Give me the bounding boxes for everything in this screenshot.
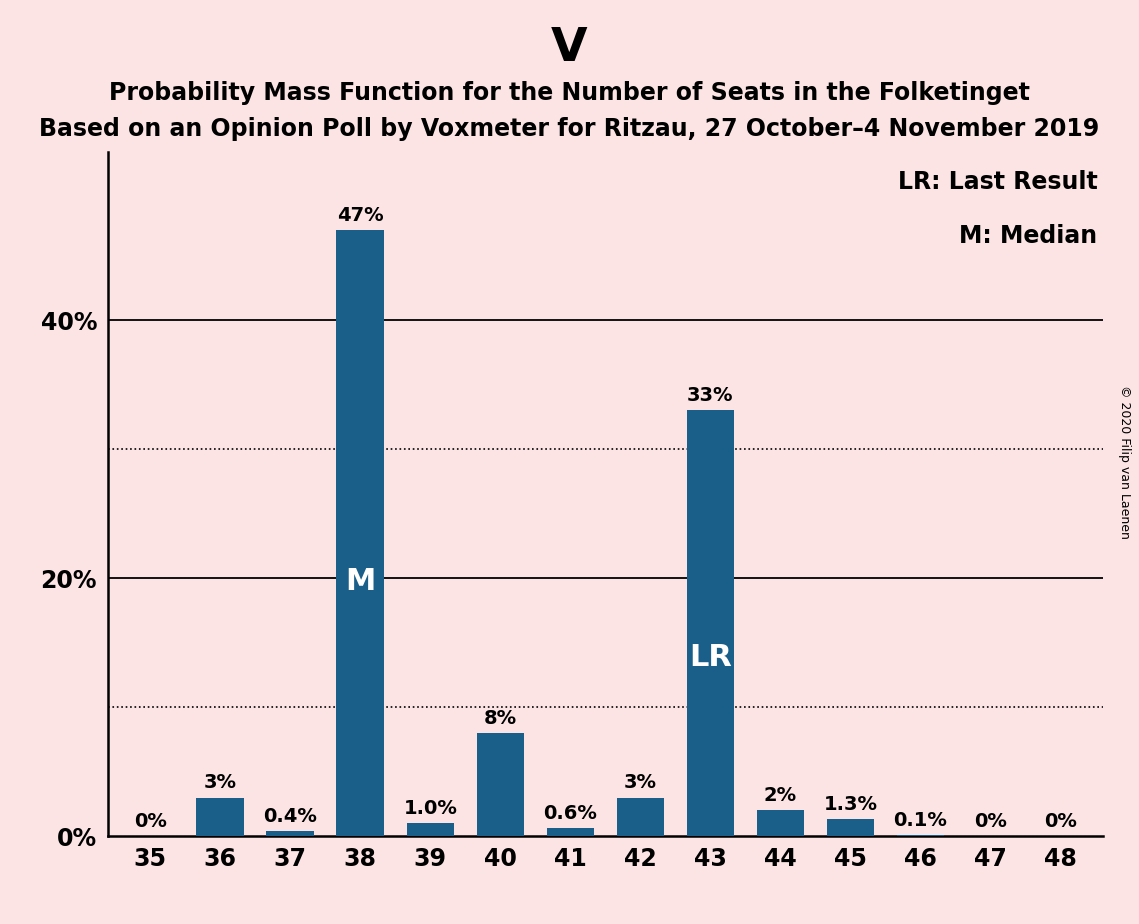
Text: 33%: 33% <box>687 386 734 406</box>
Text: 8%: 8% <box>484 709 517 728</box>
Text: © 2020 Filip van Laenen: © 2020 Filip van Laenen <box>1117 385 1131 539</box>
Text: V: V <box>551 26 588 71</box>
Text: 0.4%: 0.4% <box>263 807 317 826</box>
Text: 0%: 0% <box>974 812 1007 831</box>
Text: Probability Mass Function for the Number of Seats in the Folketinget: Probability Mass Function for the Number… <box>109 81 1030 105</box>
Bar <box>827 820 875 836</box>
Text: 0.6%: 0.6% <box>543 804 597 823</box>
Bar <box>336 230 384 836</box>
Text: 2%: 2% <box>764 786 797 805</box>
Bar <box>267 831 314 836</box>
Text: 1.3%: 1.3% <box>823 796 877 814</box>
Bar <box>196 797 244 836</box>
Text: 0.1%: 0.1% <box>894 810 948 830</box>
Bar <box>616 797 664 836</box>
Text: 0%: 0% <box>133 812 166 831</box>
Text: 3%: 3% <box>204 773 237 793</box>
Text: M: M <box>345 567 376 596</box>
Text: 3%: 3% <box>624 773 657 793</box>
Text: 47%: 47% <box>337 206 384 225</box>
Bar <box>756 810 804 836</box>
Bar <box>476 733 524 836</box>
Bar <box>407 823 454 836</box>
Text: Based on an Opinion Poll by Voxmeter for Ritzau, 27 October–4 November 2019: Based on an Opinion Poll by Voxmeter for… <box>40 117 1099 141</box>
Bar <box>896 835 944 836</box>
Text: 1.0%: 1.0% <box>403 799 457 818</box>
Text: 0%: 0% <box>1044 812 1077 831</box>
Bar <box>687 410 735 836</box>
Text: M: Median: M: Median <box>959 225 1098 249</box>
Text: LR: Last Result: LR: Last Result <box>898 170 1098 193</box>
Text: LR: LR <box>689 643 732 672</box>
Bar <box>547 829 595 836</box>
